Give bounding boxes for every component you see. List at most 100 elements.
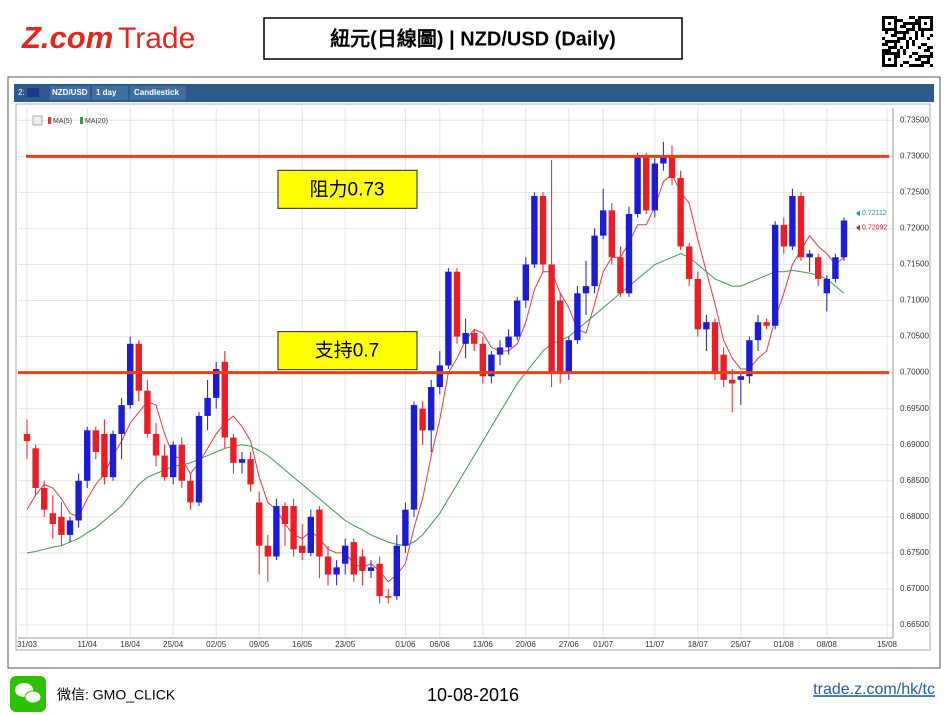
toolbar-symbol[interactable]: NZD/USD <box>52 88 88 97</box>
qr-cell <box>930 34 933 37</box>
qr-cell <box>930 16 933 19</box>
qr-cell <box>894 40 897 43</box>
qr-cell <box>918 25 921 28</box>
candle-body <box>350 542 357 575</box>
qr-cell <box>924 55 927 58</box>
candle-body <box>737 376 744 380</box>
candle-body <box>307 516 314 553</box>
qr-cell <box>930 28 933 31</box>
candle-body <box>273 506 280 557</box>
candle-body <box>49 513 56 525</box>
toolbar-button[interactable] <box>50 86 90 100</box>
candle-body <box>376 563 383 597</box>
website-link[interactable]: trade.z.com/hk/tc <box>813 681 935 698</box>
candle-body <box>247 459 254 485</box>
x-tick-label: 09/05 <box>249 640 270 649</box>
qr-cell <box>885 16 888 19</box>
x-tick-label: 27/06 <box>559 640 580 649</box>
legend-swatch <box>80 117 83 124</box>
candle-body <box>264 545 271 557</box>
qr-cell <box>894 64 897 67</box>
candle-body <box>548 264 555 373</box>
candle-body <box>565 340 572 373</box>
qr-cell <box>918 19 921 22</box>
candle-body <box>600 210 607 236</box>
toolbar-type[interactable]: Candlestick <box>134 88 179 97</box>
x-tick-label: 08/08 <box>817 640 838 649</box>
qr-cell <box>894 31 897 34</box>
logo-a: Z.com <box>21 20 113 55</box>
y-tick-label: 0.69500 <box>900 404 929 413</box>
legend-button[interactable] <box>32 115 43 126</box>
candle-body <box>677 177 684 247</box>
candle-body <box>557 300 564 373</box>
qr-cell <box>915 37 918 40</box>
chart: 0.66500 0.67000 0.67500 0.68000 0.68500 0.690… <box>17 108 929 649</box>
ma-line <box>26 173 845 583</box>
candle-body <box>118 405 125 434</box>
candle-body <box>462 332 469 344</box>
qr-cell <box>885 31 888 34</box>
candle-body <box>496 347 504 355</box>
qr-cell <box>906 31 909 34</box>
qr-cell <box>891 52 894 55</box>
x-tick-label: 31/03 <box>17 640 38 649</box>
candle-body <box>746 340 753 377</box>
candle-body <box>625 214 633 294</box>
y-tick-label: 0.68000 <box>900 512 929 521</box>
qr-cell <box>891 46 894 49</box>
candle-body <box>281 506 289 525</box>
candle-body <box>514 300 521 337</box>
level-label: 阻力0.73 <box>310 178 385 200</box>
candle-body <box>342 545 349 564</box>
y-tick-label: 0.73000 <box>900 151 929 160</box>
candle-body <box>135 343 142 391</box>
qr-cell <box>903 22 906 25</box>
candle-body <box>66 520 74 535</box>
qr-cell <box>912 25 915 28</box>
qr-cell <box>912 64 915 67</box>
toolbar <box>14 84 934 102</box>
qr-cell <box>882 22 885 25</box>
wechat-id: 微信: GMO_CLICK <box>57 687 176 703</box>
toolbar-period[interactable]: 1 day <box>96 88 117 97</box>
qr-cell <box>906 61 909 64</box>
candle-body <box>161 455 168 478</box>
candle-body <box>359 556 366 571</box>
qr-cell <box>909 16 912 19</box>
candle-body <box>720 354 727 380</box>
qr-cell <box>930 46 933 49</box>
qr-cell <box>909 64 912 67</box>
level-box <box>277 331 418 371</box>
y-tick-label: 0.73500 <box>900 115 929 124</box>
legend-label: MA(5) <box>53 118 72 125</box>
candle-body <box>832 257 839 279</box>
qr-cell <box>885 40 888 43</box>
candle-body <box>488 354 495 377</box>
title-box <box>263 17 683 60</box>
candle-body <box>324 556 332 575</box>
qr-cell <box>906 40 909 43</box>
qr-cell <box>930 64 933 67</box>
qr-cell <box>903 31 906 34</box>
qr-cell <box>918 22 921 25</box>
candle-body <box>195 415 203 503</box>
qr-cell <box>909 28 912 31</box>
qr-cell <box>921 28 924 31</box>
toolbar-button[interactable] <box>92 86 128 100</box>
toolbar-button[interactable] <box>130 86 186 100</box>
candle-body <box>445 271 452 366</box>
x-tick-label: 18/04 <box>120 640 141 649</box>
qr-cell <box>927 46 930 49</box>
qr-cell <box>882 61 885 64</box>
qr-cell <box>900 25 903 28</box>
qr-cell <box>918 28 921 31</box>
qr-cell <box>912 43 915 46</box>
qr-cell <box>924 61 927 64</box>
qr-cell <box>915 19 918 22</box>
logo-b: Trade <box>118 22 195 55</box>
qr-cell <box>927 16 930 19</box>
qr-cell <box>885 64 888 67</box>
y-tick-label: 0.71500 <box>900 260 929 269</box>
qr-cell <box>888 28 891 31</box>
